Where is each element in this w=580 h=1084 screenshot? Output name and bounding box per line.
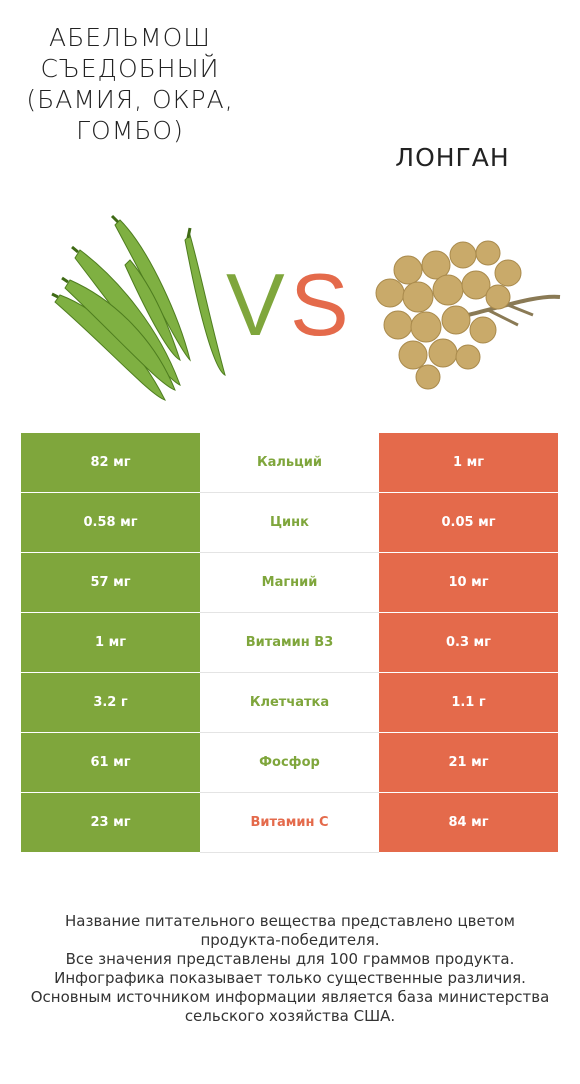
vs-label: V S: [226, 255, 349, 345]
left-value: 23 мг: [21, 792, 200, 853]
vs-s: S: [290, 255, 349, 345]
right-value: 10 мг: [379, 552, 558, 613]
left-value: 1 мг: [21, 612, 200, 673]
nutrient-name: Витамин C: [200, 792, 379, 853]
right-value: 1 мг: [379, 433, 558, 493]
left-food-title: АБЕЛЬМОШ СЪЕДОБНЫЙ (БАМИЯ, ОКРА, ГОМБО): [26, 23, 234, 145]
table-row: 61 мг Фосфор 21 мг: [21, 732, 558, 793]
longan-image: [375, 240, 561, 390]
footnote-line: Все значения представлены для 100 граммо…: [65, 950, 515, 968]
nutrient-name: Витамин B3: [200, 612, 379, 673]
left-value: 0.58 мг: [21, 492, 200, 553]
nutrient-name: Клетчатка: [200, 672, 379, 733]
left-value: 3.2 г: [21, 672, 200, 733]
table-row: 0.58 мг Цинк 0.05 мг: [21, 492, 558, 553]
footnote-line: Название питательного вещества представл…: [65, 912, 515, 930]
table-row: 3.2 г Клетчатка 1.1 г: [21, 672, 558, 733]
footnote-line: продукта-победителя.: [200, 931, 380, 949]
table-row: 23 мг Витамин C 84 мг: [21, 792, 558, 853]
right-food-title: ЛОНГАН: [395, 143, 510, 172]
right-value: 0.05 мг: [379, 492, 558, 553]
right-value: 21 мг: [379, 732, 558, 793]
nutrient-name: Цинк: [200, 492, 379, 553]
footnote-line: Инфографика показывает только существенн…: [54, 969, 526, 987]
comparison-table: 82 мг Кальций 1 мг 0.58 мг Цинк 0.05 мг 57 мг М…: [21, 433, 558, 853]
table-row: 1 мг Витамин B3 0.3 мг: [21, 612, 558, 673]
footnote: Название питательного вещества представл…: [20, 912, 560, 1026]
vs-v: V: [226, 255, 285, 345]
table-row: 57 мг Магний 10 мг: [21, 552, 558, 613]
left-value: 57 мг: [21, 552, 200, 613]
right-value: 1.1 г: [379, 672, 558, 733]
nutrient-name: Магний: [200, 552, 379, 613]
right-value: 0.3 мг: [379, 612, 558, 673]
table-row: 82 мг Кальций 1 мг: [21, 433, 558, 493]
right-value: 84 мг: [379, 792, 558, 853]
okra-image: [51, 214, 226, 401]
footnote-line: Основным источником информации является …: [30, 988, 550, 1006]
left-value: 61 мг: [21, 732, 200, 793]
nutrient-name: Кальций: [200, 433, 379, 493]
nutrient-name: Фосфор: [200, 732, 379, 793]
footnote-line: сельского хозяйства США.: [184, 1007, 396, 1025]
left-value: 82 мг: [21, 433, 200, 493]
